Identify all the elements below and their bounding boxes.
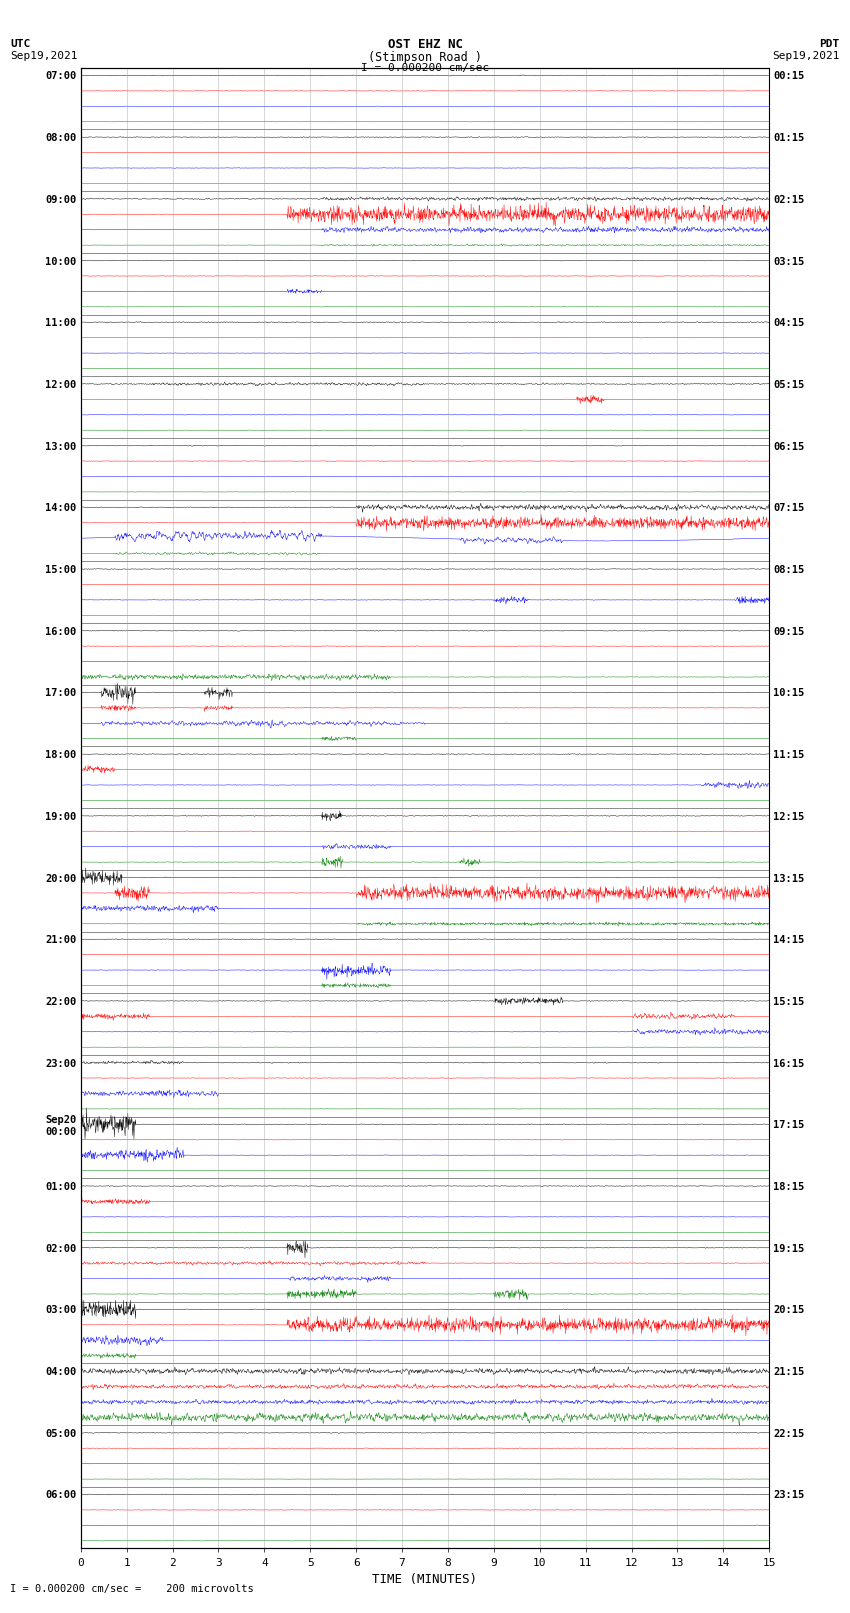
Text: Sep19,2021: Sep19,2021: [773, 50, 840, 61]
Text: I = 0.000200 cm/sec =    200 microvolts: I = 0.000200 cm/sec = 200 microvolts: [10, 1584, 254, 1594]
X-axis label: TIME (MINUTES): TIME (MINUTES): [372, 1573, 478, 1586]
Text: UTC: UTC: [10, 39, 31, 50]
Text: OST EHZ NC: OST EHZ NC: [388, 37, 462, 52]
Text: PDT: PDT: [819, 39, 840, 50]
Text: (Stimpson Road ): (Stimpson Road ): [368, 50, 482, 65]
Text: I = 0.000200 cm/sec: I = 0.000200 cm/sec: [361, 63, 489, 73]
Text: Sep19,2021: Sep19,2021: [10, 50, 77, 61]
